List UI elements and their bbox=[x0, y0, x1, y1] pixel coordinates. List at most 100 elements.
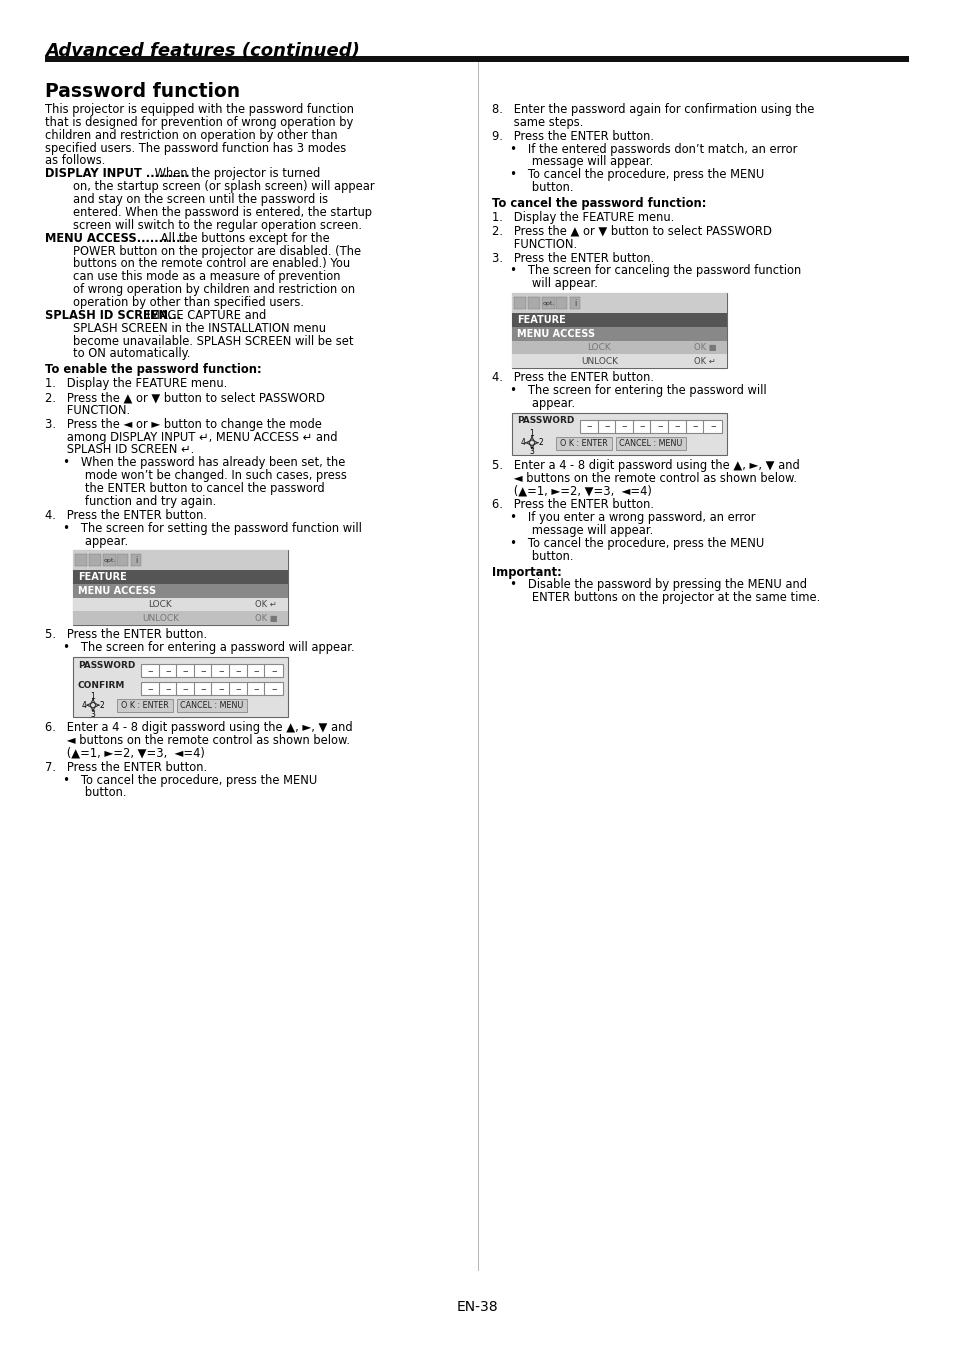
Text: 6.   Enter a 4 - 8 digit password using the ▲, ►, ▼ and: 6. Enter a 4 - 8 digit password using th… bbox=[45, 721, 353, 734]
Text: ◄ buttons on the remote control as shown below.: ◄ buttons on the remote control as shown… bbox=[492, 471, 796, 485]
Bar bbox=[632, 420, 651, 433]
Text: POWER button on the projector are disabled. (The: POWER button on the projector are disabl… bbox=[73, 244, 361, 258]
Text: the ENTER button to cancel the password: the ENTER button to cancel the password bbox=[45, 482, 324, 495]
Text: FEATURE: FEATURE bbox=[517, 315, 565, 325]
Text: –: – bbox=[603, 421, 609, 431]
Text: •   The screen for entering a password will appear.: • The screen for entering a password wil… bbox=[45, 641, 355, 655]
Bar bbox=[512, 413, 726, 455]
Bar bbox=[512, 313, 726, 327]
Text: 9.   Press the ENTER button.: 9. Press the ENTER button. bbox=[492, 130, 654, 143]
Text: OK ■: OK ■ bbox=[693, 343, 716, 352]
Bar bbox=[597, 420, 616, 433]
Bar bbox=[212, 682, 231, 695]
Text: •   If you enter a wrong password, an error: • If you enter a wrong password, an erro… bbox=[492, 512, 755, 524]
Text: button.: button. bbox=[45, 787, 127, 799]
Text: –: – bbox=[235, 683, 241, 694]
Text: Password function: Password function bbox=[45, 82, 240, 101]
Text: –: – bbox=[148, 666, 153, 675]
Text: DISPLAY INPUT ..........: DISPLAY INPUT .......... bbox=[45, 167, 190, 181]
Text: on, the startup screen (or splash screen) will appear: on, the startup screen (or splash screen… bbox=[73, 180, 375, 193]
Text: specified users. The password function has 3 modes: specified users. The password function h… bbox=[45, 142, 346, 155]
Text: appear.: appear. bbox=[45, 535, 128, 548]
Bar bbox=[514, 297, 525, 309]
Bar bbox=[247, 664, 266, 678]
Bar bbox=[527, 297, 539, 309]
Text: 4: 4 bbox=[81, 701, 87, 710]
Text: 3.   Press the ◄ or ► button to change the mode: 3. Press the ◄ or ► button to change the… bbox=[45, 417, 321, 431]
Text: –: – bbox=[148, 683, 153, 694]
Text: screen will switch to the regular operation screen.: screen will switch to the regular operat… bbox=[73, 219, 361, 232]
Text: –: – bbox=[165, 683, 171, 694]
Text: that is designed for prevention of wrong operation by: that is designed for prevention of wrong… bbox=[45, 116, 353, 128]
Text: To enable the password function:: To enable the password function: bbox=[45, 363, 261, 377]
Bar bbox=[685, 420, 704, 433]
Text: 7.   Press the ENTER button.: 7. Press the ENTER button. bbox=[45, 761, 207, 774]
Text: UNLOCK: UNLOCK bbox=[580, 356, 618, 366]
Text: (▲=1, ►=2, ▼=3,  ◄=4): (▲=1, ►=2, ▼=3, ◄=4) bbox=[45, 747, 205, 760]
Text: OK ■: OK ■ bbox=[254, 614, 277, 622]
Text: message will appear.: message will appear. bbox=[492, 524, 653, 537]
Text: will appear.: will appear. bbox=[492, 277, 598, 290]
Text: MENU ACCESS............: MENU ACCESS............ bbox=[45, 232, 189, 244]
Text: children and restriction on operation by other than: children and restriction on operation by… bbox=[45, 128, 337, 142]
Text: This projector is equipped with the password function: This projector is equipped with the pass… bbox=[45, 103, 354, 116]
Text: All the buttons except for the: All the buttons except for the bbox=[157, 232, 330, 244]
Text: button.: button. bbox=[492, 549, 573, 563]
Text: –: – bbox=[586, 421, 592, 431]
Text: 4.   Press the ENTER button.: 4. Press the ENTER button. bbox=[492, 371, 654, 385]
Bar bbox=[131, 555, 141, 567]
Text: ◄ buttons on the remote control as shown below.: ◄ buttons on the remote control as shown… bbox=[45, 734, 350, 747]
Text: –: – bbox=[621, 421, 627, 431]
Bar bbox=[512, 293, 726, 369]
Bar bbox=[512, 354, 726, 369]
Text: opt.: opt. bbox=[542, 301, 555, 305]
Bar bbox=[615, 420, 634, 433]
Text: –: – bbox=[253, 683, 259, 694]
Text: among DISPLAY INPUT ↵, MENU ACCESS ↵ and: among DISPLAY INPUT ↵, MENU ACCESS ↵ and bbox=[45, 431, 337, 444]
Bar bbox=[512, 293, 726, 313]
Text: LOCK: LOCK bbox=[149, 601, 172, 609]
Bar bbox=[193, 682, 213, 695]
Bar bbox=[556, 297, 566, 309]
Bar bbox=[193, 664, 213, 678]
Bar bbox=[158, 682, 177, 695]
Text: of wrong operation by children and restriction on: of wrong operation by children and restr… bbox=[73, 284, 355, 296]
Bar bbox=[569, 297, 579, 309]
Bar bbox=[512, 327, 726, 342]
Bar bbox=[89, 555, 101, 567]
Text: OK ↵: OK ↵ bbox=[254, 601, 276, 609]
Text: –: – bbox=[183, 683, 189, 694]
Bar bbox=[247, 682, 266, 695]
Bar bbox=[579, 420, 598, 433]
Text: MENU ACCESS: MENU ACCESS bbox=[517, 329, 595, 339]
Text: and stay on the screen until the password is: and stay on the screen until the passwor… bbox=[73, 193, 328, 207]
Bar bbox=[141, 682, 160, 695]
Text: –: – bbox=[200, 683, 206, 694]
Bar bbox=[177, 699, 247, 713]
Bar bbox=[141, 664, 160, 678]
Text: opt.: opt. bbox=[104, 558, 116, 563]
Bar bbox=[73, 612, 288, 625]
Text: CANCEL : MENU: CANCEL : MENU bbox=[618, 439, 682, 448]
Text: –: – bbox=[674, 421, 679, 431]
Text: PASSWORD: PASSWORD bbox=[517, 416, 574, 425]
Text: –: – bbox=[271, 666, 276, 675]
Text: entered. When the password is entered, the startup: entered. When the password is entered, t… bbox=[73, 207, 372, 219]
Text: –: – bbox=[218, 683, 224, 694]
Text: 2.   Press the ▲ or ▼ button to select PASSWORD: 2. Press the ▲ or ▼ button to select PAS… bbox=[492, 225, 771, 238]
Bar bbox=[512, 342, 726, 354]
Text: •   To cancel the procedure, press the MENU: • To cancel the procedure, press the MEN… bbox=[45, 774, 317, 787]
Text: –: – bbox=[657, 421, 662, 431]
Text: 3: 3 bbox=[529, 447, 534, 456]
Text: SPLASH SCREEN in the INSTALLATION menu: SPLASH SCREEN in the INSTALLATION menu bbox=[73, 321, 326, 335]
Text: 1.   Display the FEATURE menu.: 1. Display the FEATURE menu. bbox=[492, 211, 674, 224]
Bar bbox=[73, 598, 288, 612]
Bar bbox=[650, 420, 669, 433]
Text: 4: 4 bbox=[520, 439, 525, 447]
Text: 8.   Enter the password again for confirmation using the: 8. Enter the password again for confirma… bbox=[492, 103, 814, 116]
Text: –: – bbox=[183, 666, 189, 675]
Text: can use this mode as a measure of prevention: can use this mode as a measure of preven… bbox=[73, 270, 340, 284]
Bar bbox=[616, 436, 685, 450]
Text: CONFIRM: CONFIRM bbox=[78, 680, 125, 690]
Bar bbox=[229, 664, 248, 678]
